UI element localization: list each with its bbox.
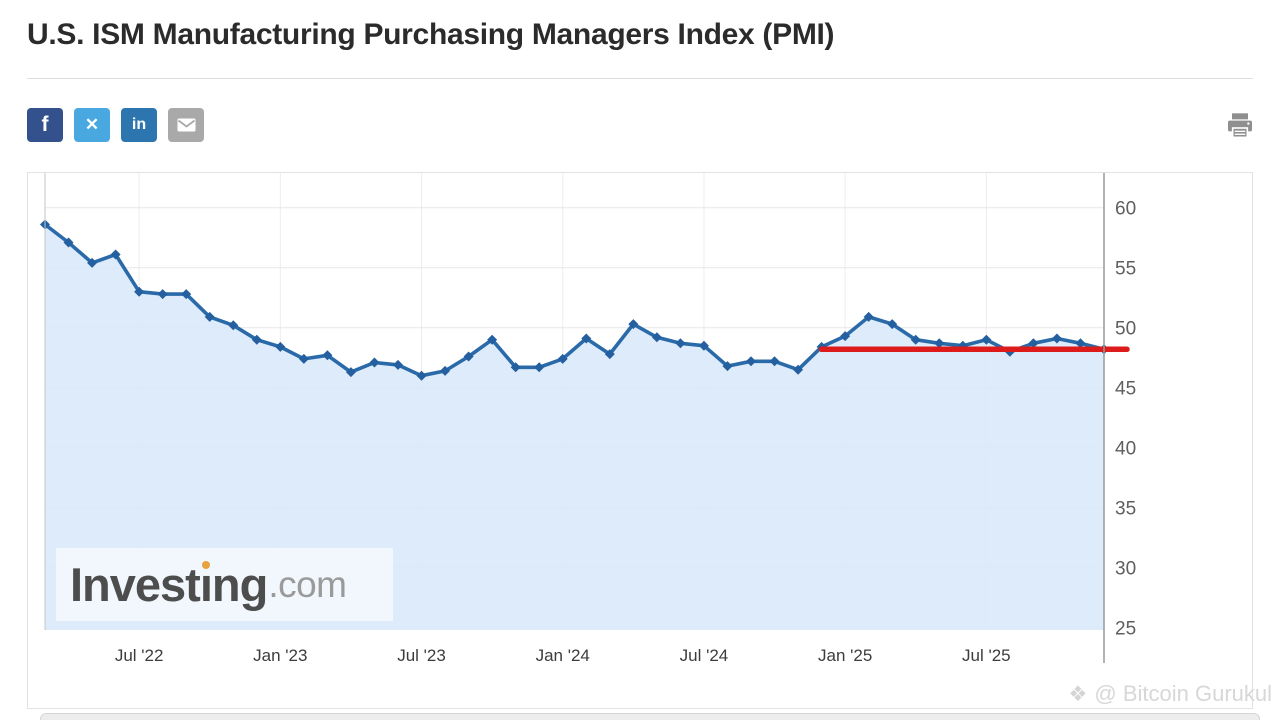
- svg-text:55: 55: [1115, 259, 1136, 280]
- page-title: U.S. ISM Manufacturing Purchasing Manage…: [27, 18, 835, 51]
- credit-text: @ Bitcoin Gurukul: [1094, 681, 1272, 706]
- pmi-chart-card: 25 30 35 40 45 50 55 60 Jul '22 Jan '23 Jul '23 Jan…: [27, 172, 1253, 709]
- svg-text:Jan '25: Jan '25: [818, 646, 872, 665]
- divider: [27, 78, 1253, 79]
- investing-logo-watermark: Investı ng .com: [56, 548, 393, 621]
- print-button[interactable]: [1224, 110, 1256, 142]
- svg-text:Jul '23: Jul '23: [397, 646, 446, 665]
- diamond-logo-icon: ❖: [1068, 682, 1088, 706]
- svg-text:35: 35: [1115, 499, 1136, 520]
- email-share-button[interactable]: [168, 108, 204, 142]
- svg-text:Jul '25: Jul '25: [962, 646, 1011, 665]
- svg-text:Jan '24: Jan '24: [536, 646, 590, 665]
- svg-text:Jul '22: Jul '22: [115, 646, 164, 665]
- svg-text:50: 50: [1115, 319, 1136, 340]
- pmi-area-chart[interactable]: 25 30 35 40 45 50 55 60 Jul '22 Jan '23 Jul '23 Jan…: [28, 173, 1252, 708]
- share-toolbar: f ✕ in: [27, 108, 204, 142]
- printer-icon: [1228, 113, 1252, 139]
- next-section-edge: [40, 713, 1260, 720]
- svg-text:25: 25: [1115, 619, 1136, 640]
- facebook-icon: f: [41, 113, 49, 136]
- linkedin-share-button[interactable]: in: [121, 108, 157, 142]
- svg-text:60: 60: [1115, 199, 1136, 220]
- linkedin-icon: in: [131, 116, 147, 133]
- facebook-share-button[interactable]: f: [27, 108, 63, 142]
- envelope-icon: [177, 118, 195, 132]
- svg-text:40: 40: [1115, 439, 1136, 460]
- orange-dot-icon: [201, 561, 210, 569]
- svg-text:30: 30: [1115, 559, 1136, 580]
- twitter-x-icon: ✕: [84, 115, 100, 134]
- svg-text:Jan '23: Jan '23: [253, 646, 307, 665]
- svg-text:Jul '24: Jul '24: [680, 646, 729, 665]
- investing-suffix: .com: [268, 563, 347, 605]
- twitter-share-button[interactable]: ✕: [74, 108, 110, 142]
- credit-watermark: ❖ @ Bitcoin Gurukul: [1069, 681, 1272, 707]
- svg-text:45: 45: [1115, 379, 1136, 400]
